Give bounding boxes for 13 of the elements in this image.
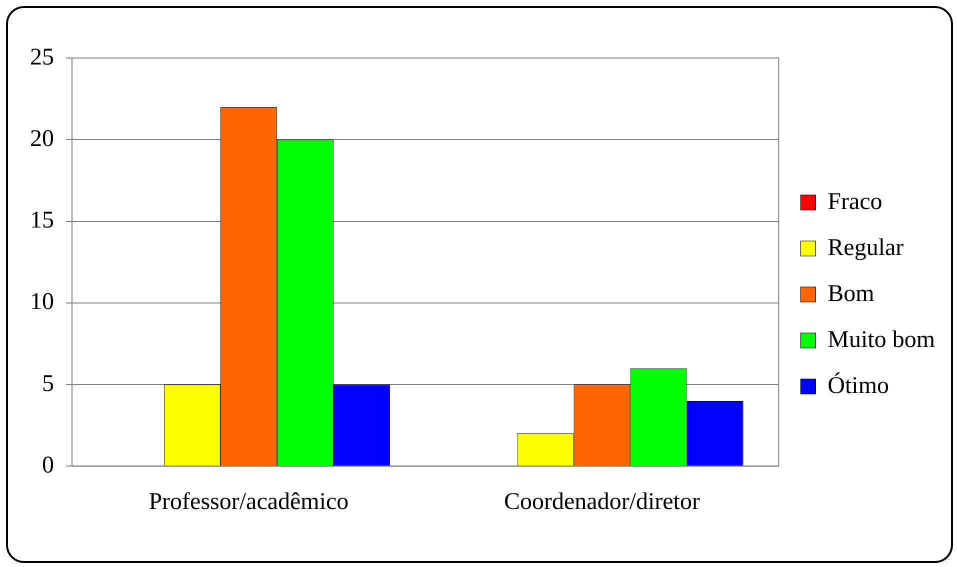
x-tick-label: Coordenador/diretor [504, 488, 700, 515]
legend-label: Fraco [828, 188, 882, 215]
x-tick-label: Professor/acadêmico [148, 488, 349, 515]
y-tick-label: 5 [42, 370, 54, 397]
legend-label: Bom [828, 280, 875, 307]
y-tick-label: 15 [30, 208, 54, 234]
legend-label: Regular [828, 234, 904, 261]
y-tick-label: 10 [30, 289, 54, 316]
y-tick-label: 0 [42, 452, 54, 478]
legend-label: Muito bom [828, 326, 936, 353]
y-tick-label: 20 [30, 126, 54, 152]
y-tick-label: 25 [30, 44, 54, 70]
legend-label: Ótimo [828, 372, 889, 399]
